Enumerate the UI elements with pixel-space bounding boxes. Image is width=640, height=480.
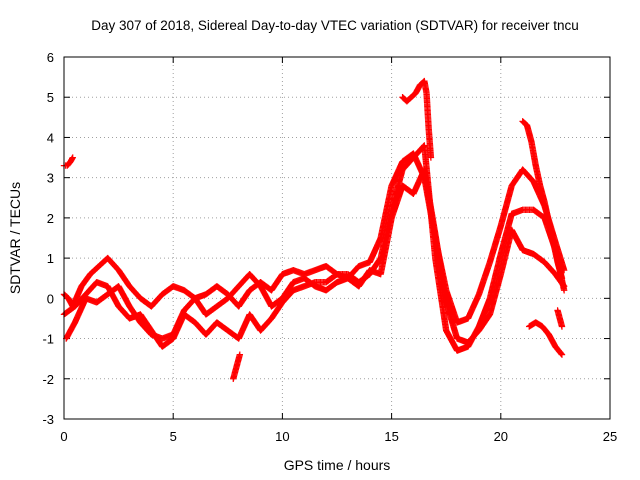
x-tick-label: 5 <box>170 429 177 444</box>
y-tick-labels: -3 -2 -1 0 1 2 3 4 5 6 <box>42 50 54 427</box>
series-segment-8h <box>230 351 244 382</box>
series-segment-21h <box>519 118 566 282</box>
data-point <box>558 275 566 282</box>
series-track-3 <box>62 166 568 346</box>
y-tick-label: -3 <box>42 412 54 427</box>
series-segment-16h <box>399 77 435 161</box>
x-tick-label: 15 <box>384 429 398 444</box>
data-point <box>558 351 566 358</box>
y-tick-label: -2 <box>42 372 54 387</box>
y-tick-label: 5 <box>47 90 54 105</box>
data-point <box>558 350 565 358</box>
plot-frame <box>63 56 611 420</box>
y-tick-label: 0 <box>47 291 54 306</box>
data-point <box>558 323 566 330</box>
series-segment-22h-b <box>554 307 566 330</box>
y-tick-label: 4 <box>47 130 54 145</box>
axis-ticks <box>63 56 611 420</box>
chart-title: Day 307 of 2018, Sidereal Day-to-day VTE… <box>91 18 578 33</box>
y-tick-label: -1 <box>42 332 54 347</box>
data-point <box>69 154 76 161</box>
x-axis-label: GPS time / hours <box>284 457 391 473</box>
x-tick-label: 25 <box>603 429 617 444</box>
data-points <box>60 77 568 382</box>
data-point <box>236 351 244 358</box>
y-axis-label: SDTVAR / TECUs <box>7 182 23 294</box>
x-tick-label: 20 <box>494 429 508 444</box>
x-tick-labels: 0 5 10 15 20 25 <box>60 429 617 444</box>
y-tick-label: 6 <box>47 50 54 65</box>
series-segment-22h <box>525 319 566 358</box>
data-point <box>427 154 435 161</box>
y-tick-label: 2 <box>47 211 54 226</box>
x-tick-label: 0 <box>60 429 67 444</box>
x-tick-label: 10 <box>275 429 289 444</box>
data-point <box>560 283 568 290</box>
y-tick-label: 3 <box>47 171 54 186</box>
series-segment-early <box>60 154 76 169</box>
grid-lines <box>64 57 610 419</box>
y-tick-label: 1 <box>47 251 54 266</box>
